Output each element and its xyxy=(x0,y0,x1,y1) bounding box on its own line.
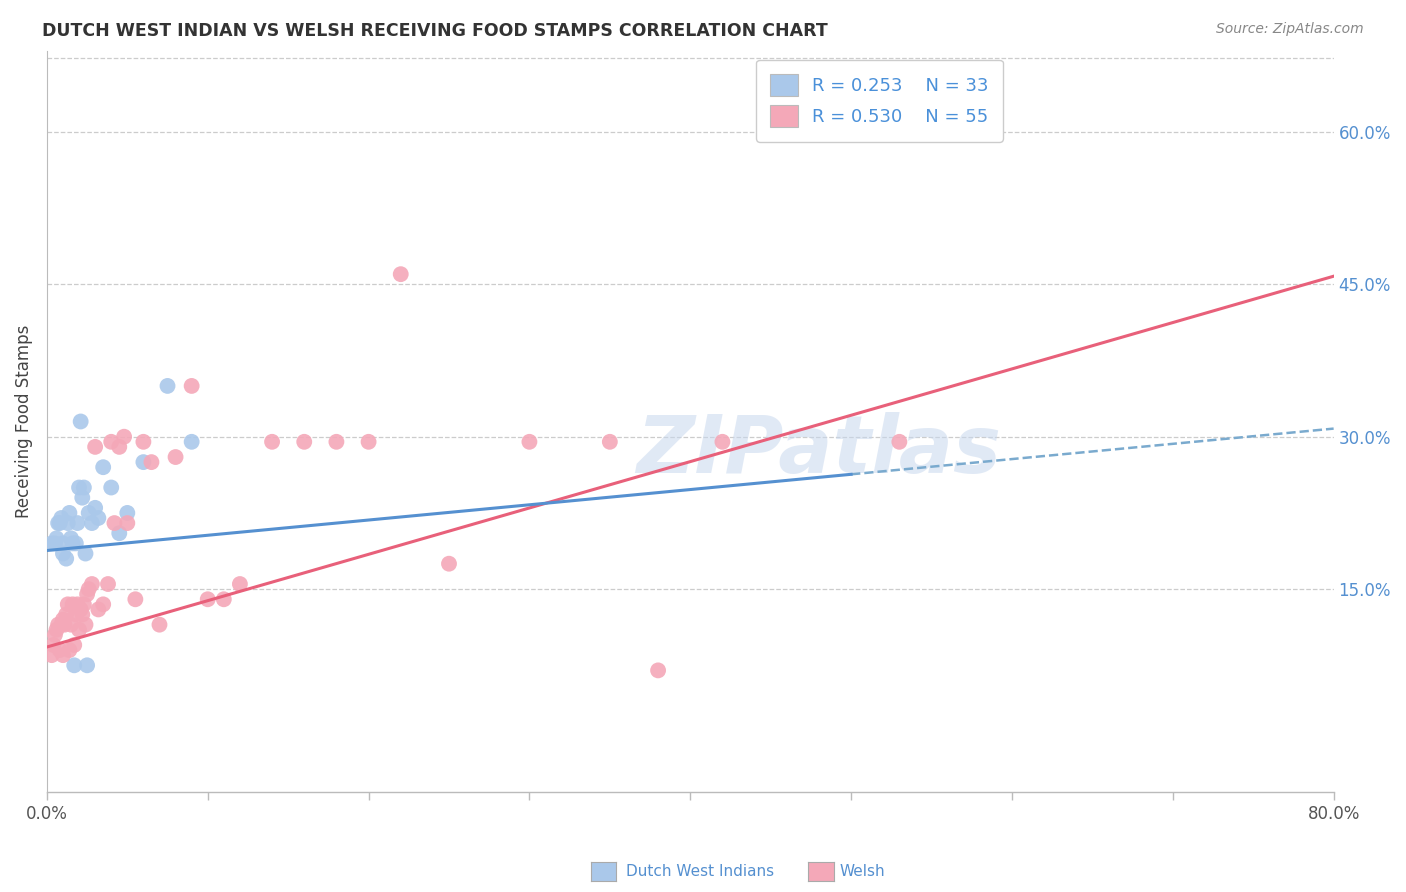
Text: Welsh: Welsh xyxy=(839,864,884,879)
Point xyxy=(72,607,94,622)
Point xyxy=(112,430,135,444)
Point xyxy=(73,598,96,612)
Point xyxy=(51,617,73,632)
Point xyxy=(69,602,91,616)
Point xyxy=(229,577,252,591)
Point xyxy=(65,536,87,550)
Point xyxy=(180,434,202,449)
Point xyxy=(519,434,541,449)
Point xyxy=(108,526,131,541)
Text: ZIPatlas: ZIPatlas xyxy=(637,412,1001,490)
Text: Dutch West Indians: Dutch West Indians xyxy=(626,864,773,879)
Point xyxy=(41,536,63,550)
Point xyxy=(63,658,86,673)
Point xyxy=(141,455,163,469)
Point xyxy=(60,531,83,545)
Point xyxy=(124,592,146,607)
Point xyxy=(44,536,66,550)
Point xyxy=(132,434,155,449)
Point xyxy=(55,551,77,566)
Point xyxy=(73,481,96,495)
Point xyxy=(77,582,100,596)
Point xyxy=(45,623,67,637)
Point xyxy=(117,516,139,530)
Point xyxy=(63,638,86,652)
Point xyxy=(711,434,734,449)
Point xyxy=(165,450,187,464)
Point xyxy=(52,648,75,662)
Point xyxy=(357,434,380,449)
Point xyxy=(67,481,90,495)
Point xyxy=(76,587,98,601)
Point xyxy=(91,460,114,475)
Point xyxy=(132,455,155,469)
Point xyxy=(66,516,89,530)
Point xyxy=(197,592,219,607)
Point xyxy=(292,434,315,449)
Point xyxy=(103,516,125,530)
Point xyxy=(117,506,139,520)
Point xyxy=(66,598,89,612)
Point xyxy=(56,598,79,612)
Point xyxy=(84,500,107,515)
Point xyxy=(41,648,63,662)
Point xyxy=(87,511,110,525)
Point xyxy=(80,577,103,591)
Point xyxy=(46,516,69,530)
Point xyxy=(67,623,90,637)
Point xyxy=(44,628,66,642)
Point xyxy=(148,617,170,632)
Point xyxy=(45,531,67,545)
Point xyxy=(599,434,621,449)
Point xyxy=(77,506,100,520)
Point xyxy=(325,434,347,449)
Legend: R = 0.253    N = 33, R = 0.530    N = 55: R = 0.253 N = 33, R = 0.530 N = 55 xyxy=(756,60,1002,142)
Text: DUTCH WEST INDIAN VS WELSH RECEIVING FOOD STAMPS CORRELATION CHART: DUTCH WEST INDIAN VS WELSH RECEIVING FOO… xyxy=(42,22,828,40)
Point xyxy=(62,536,84,550)
Point xyxy=(58,643,80,657)
Point xyxy=(212,592,235,607)
Point xyxy=(76,658,98,673)
Point xyxy=(889,434,911,449)
Point xyxy=(42,638,65,652)
Y-axis label: Receiving Food Stamps: Receiving Food Stamps xyxy=(15,325,32,518)
Point xyxy=(100,481,122,495)
Point xyxy=(91,598,114,612)
Point xyxy=(62,598,84,612)
Point xyxy=(180,379,202,393)
Point xyxy=(52,547,75,561)
Point xyxy=(55,607,77,622)
Point xyxy=(53,617,76,632)
Point xyxy=(75,617,97,632)
Point xyxy=(49,516,72,530)
Point xyxy=(51,511,73,525)
Point xyxy=(49,643,72,657)
Point xyxy=(58,506,80,520)
Point xyxy=(647,664,669,678)
Point xyxy=(84,440,107,454)
Point xyxy=(437,557,460,571)
Point xyxy=(65,607,87,622)
Point xyxy=(389,267,412,281)
Point xyxy=(75,547,97,561)
Point xyxy=(69,415,91,429)
Point xyxy=(56,516,79,530)
Point xyxy=(262,434,284,449)
Point xyxy=(46,617,69,632)
Point xyxy=(52,613,75,627)
Point xyxy=(87,602,110,616)
Text: Source: ZipAtlas.com: Source: ZipAtlas.com xyxy=(1216,22,1364,37)
Point xyxy=(156,379,179,393)
Point xyxy=(60,617,83,632)
Point xyxy=(97,577,120,591)
Point xyxy=(80,516,103,530)
Point xyxy=(108,440,131,454)
Point xyxy=(72,491,94,505)
Point xyxy=(52,536,75,550)
Point xyxy=(100,434,122,449)
